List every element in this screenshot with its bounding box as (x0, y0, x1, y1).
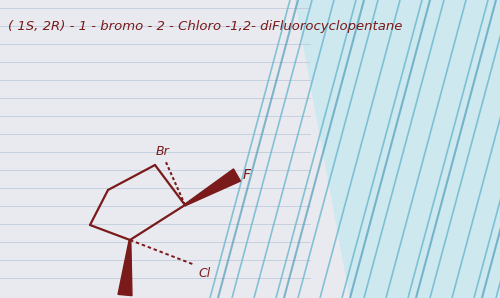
Polygon shape (118, 240, 132, 296)
Polygon shape (295, 0, 500, 298)
Text: Br: Br (156, 145, 170, 158)
Text: ( 1S, 2R) - 1 - bromo - 2 - Chloro -1,2- diFluorocyclopentane: ( 1S, 2R) - 1 - bromo - 2 - Chloro -1,2-… (8, 20, 402, 33)
Text: Cl: Cl (198, 267, 210, 280)
Text: F: F (243, 168, 251, 182)
Polygon shape (184, 169, 240, 206)
